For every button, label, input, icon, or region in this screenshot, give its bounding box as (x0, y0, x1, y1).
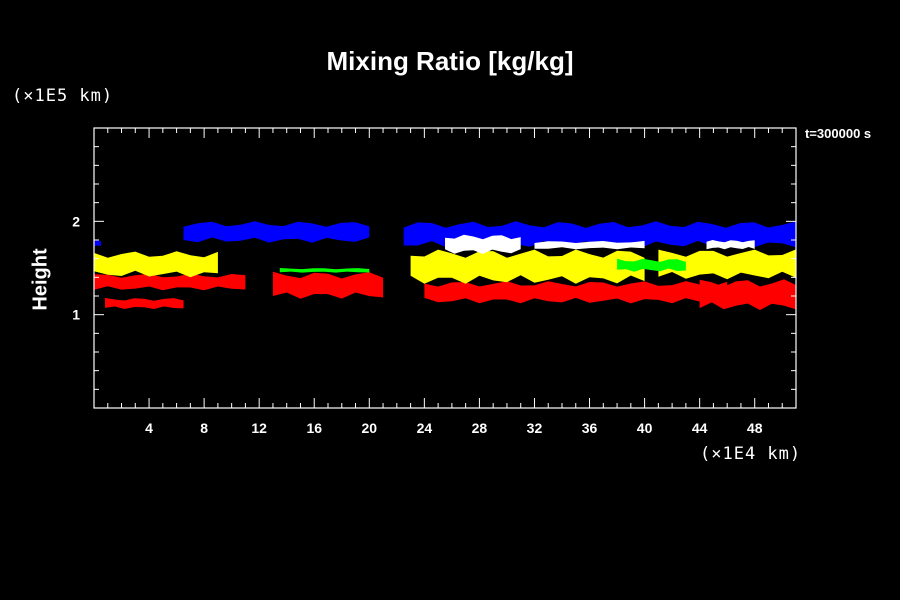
x-tick-label: 36 (582, 420, 598, 436)
x-tick-label: 20 (362, 420, 378, 436)
x-tick-label: 28 (472, 420, 488, 436)
chart-title: Mixing Ratio [kg/kg] (326, 46, 574, 76)
red-region (699, 279, 796, 310)
x-tick-label: 32 (527, 420, 543, 436)
white-region (534, 240, 645, 250)
field-layers (94, 221, 796, 310)
x-tick-label: 24 (417, 420, 433, 436)
x-axis-unit: (×1E4 km) (700, 444, 802, 464)
yellow-region (94, 251, 218, 278)
x-tick-label: 48 (747, 420, 763, 436)
green-region (279, 268, 370, 273)
y-tick-label: 2 (72, 213, 80, 229)
x-tick-label: 4 (145, 420, 153, 436)
blue-region (183, 221, 370, 243)
blue-region (94, 240, 101, 247)
yellow-region (658, 249, 796, 280)
red-region (94, 273, 246, 291)
yellow-region (410, 249, 645, 284)
white-region (706, 240, 755, 250)
y-axis-unit: (×1E5 km) (12, 86, 114, 106)
white-region (445, 234, 521, 254)
y-tick-label: 1 (72, 307, 80, 323)
red-region (424, 281, 728, 304)
x-tick-label: 40 (637, 420, 653, 436)
time-label: t=300000 s (805, 126, 872, 141)
x-tick-label: 16 (306, 420, 322, 436)
x-tick-label: 44 (692, 420, 708, 436)
red-region (105, 297, 184, 309)
green-region (617, 258, 686, 272)
x-tick-label: 8 (200, 420, 208, 436)
plot-frame (93, 127, 797, 409)
x-tick-label: 12 (251, 420, 267, 436)
red-region (272, 271, 384, 299)
